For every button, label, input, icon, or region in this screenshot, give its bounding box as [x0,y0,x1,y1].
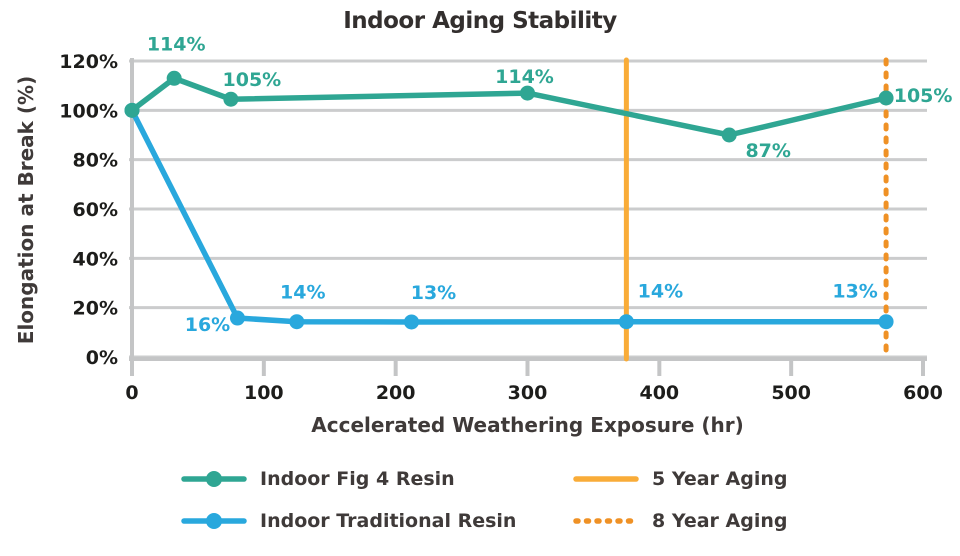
series-line-0 [129,75,889,138]
y-tick-label-60: 60% [73,199,118,221]
series-0-point-label-2: 105% [223,69,282,91]
x-tick-label-100: 100 [244,382,284,404]
x-axis-title: Accelerated Weathering Exposure (hr) [311,413,744,437]
series-1-marker-5 [878,314,894,330]
legend-label-5-year-aging: 5 Year Aging [652,467,788,490]
legend-item-5-year-aging: 5 Year Aging [572,461,788,496]
series-0-point-label-4: 87% [745,140,790,162]
series-0-marker-0 [124,102,140,118]
legend-label-traditional-resin: Indoor Traditional Resin [260,509,517,532]
legend-label-fig4-resin: Indoor Fig 4 Resin [260,467,455,490]
series-0-point-label-1: 114% [147,33,206,55]
x-tick-label-300: 300 [508,382,548,404]
chart-title: Indoor Aging Stability [343,8,617,34]
series-0-marker-2 [223,91,239,107]
series-0-point-label-5: 105% [894,85,953,107]
y-tick-label-100: 100% [59,100,118,122]
series-line-1 [129,107,889,325]
series-0-marker-1 [166,70,182,86]
series-1-marker-1 [229,310,245,326]
series-1-point-label-1: 16% [185,314,230,336]
series-1-marker-3 [403,314,419,330]
legend-label-8-year-aging: 8 Year Aging [652,509,788,532]
series-1-point-label-4: 14% [638,281,683,303]
series-1-point-label-5: 13% [832,281,877,303]
y-tick-label-0: 0% [86,347,118,369]
legend-item-fig4-resin: Indoor Fig 4 Resin [180,461,572,496]
legend-item-8-year-aging: 8 Year Aging [572,503,788,538]
series-1-marker-4 [618,314,634,330]
y-tick-label-20: 20% [73,298,118,320]
series-1-marker-2 [289,314,305,330]
fig4-resin-line-icon [181,470,247,487]
chart-plot-area: 0% 20% 40% 60% 80% 100% 120% 0 100 200 300 400 500 60… [59,33,953,404]
solid-line-icon [573,475,639,482]
series-1-point-label-2: 14% [280,282,325,304]
series-0-marker-4 [721,127,737,143]
series-1-point-label-3: 13% [411,282,456,304]
traditional-resin-line-icon [181,512,247,529]
legend: Indoor Fig 4 Resin 5 Year Aging Indoor T… [180,461,788,538]
x-tick-label-0: 0 [125,382,138,404]
dashed-line-icon [573,517,639,524]
y-tick-label-120: 120% [59,51,118,73]
series-0-marker-5 [878,90,894,106]
y-tick-label-40: 40% [73,248,118,270]
series-0-marker-3 [520,85,535,101]
x-tick-label-200: 200 [376,382,416,404]
y-tick-label-80: 80% [73,150,118,172]
legend-item-traditional-resin: Indoor Traditional Resin [180,503,572,538]
series-0-point-label-3: 114% [495,66,554,88]
x-tick-label-600: 600 [903,382,943,404]
x-tick-label-500: 500 [771,382,811,404]
y-axis-title: Elongation at Break (%) [14,75,38,345]
x-tick-label-400: 400 [639,382,679,404]
